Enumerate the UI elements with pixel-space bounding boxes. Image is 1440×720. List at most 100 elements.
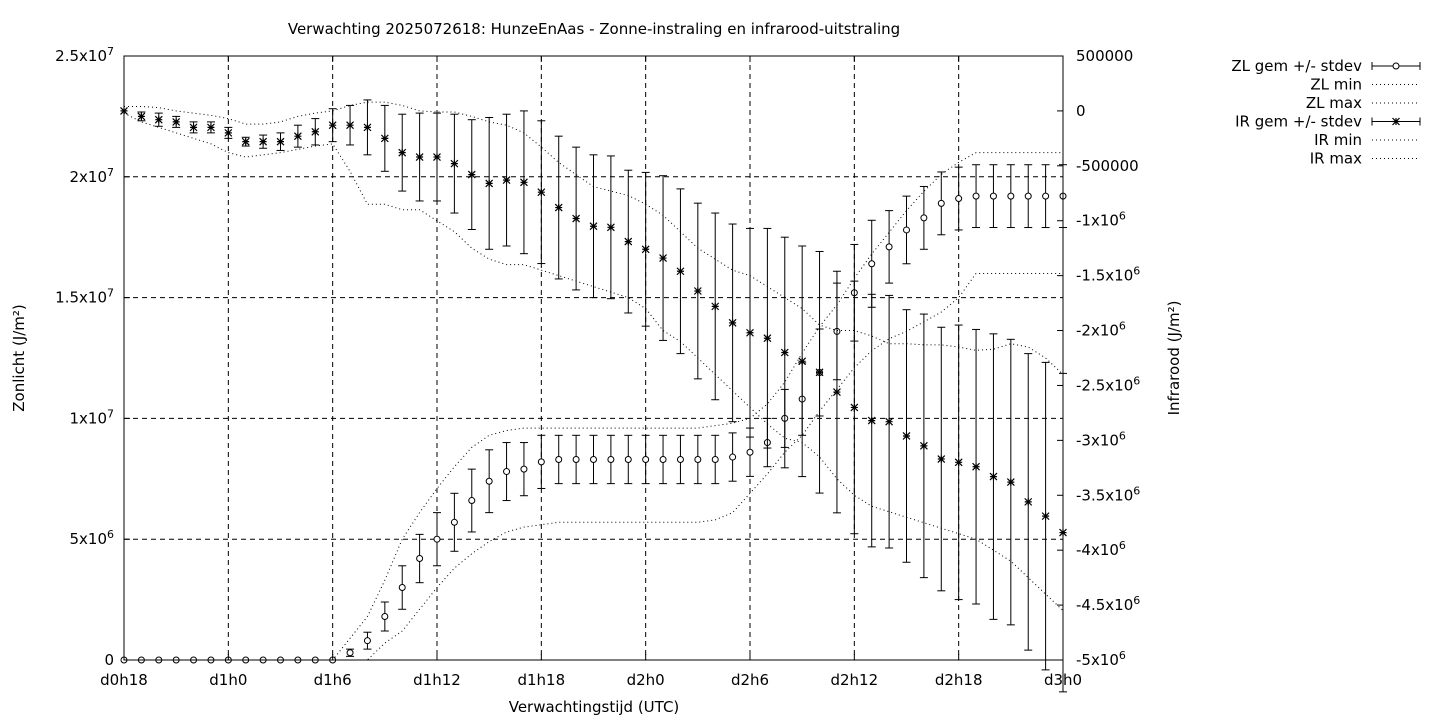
star-marker	[624, 237, 633, 246]
star-marker	[537, 188, 546, 197]
circle-marker	[955, 195, 963, 203]
x-axis: d0h18 d1h0 d1h6 d1h12 d1h18 d2h0 d2h6 d2h12 d2h1…	[100, 56, 1082, 689]
circle-marker	[433, 535, 441, 543]
y-tick-label: 1.5x107	[55, 287, 114, 307]
circle-marker	[450, 518, 458, 526]
y2-tick-label: -1x106	[1076, 210, 1126, 230]
circle-marker	[346, 649, 354, 657]
star-marker	[311, 127, 320, 136]
star-marker	[606, 223, 615, 232]
star-marker	[259, 137, 268, 146]
x-tick-label: d2h18	[935, 671, 983, 689]
x-tick-label: d2h6	[731, 671, 769, 689]
circle-marker	[885, 243, 893, 251]
chart-title: Verwachting 2025072618: HunzeEnAas - Zon…	[288, 20, 900, 38]
star-marker	[885, 417, 894, 426]
x-axis-title: Verwachtingstijd (UTC)	[509, 698, 680, 716]
star-marker	[502, 176, 511, 185]
star-marker	[450, 159, 459, 168]
circle-marker	[607, 455, 615, 463]
legend-label: ZL gem +/- stdev	[1231, 57, 1362, 75]
star-marker	[833, 388, 841, 396]
legend-label: IR min	[1314, 131, 1362, 149]
star-marker	[1392, 117, 1400, 126]
y-tick-label: 5x106	[69, 528, 114, 548]
circle-marker	[729, 453, 737, 461]
y2-tick-label: -4.5x106	[1076, 594, 1140, 614]
star-marker	[867, 416, 876, 425]
y2-tick-label: 500000	[1076, 47, 1133, 65]
circle-marker	[1042, 192, 1050, 200]
star-marker	[485, 179, 494, 188]
star-marker	[728, 318, 737, 327]
circle-marker	[572, 455, 580, 463]
circle-marker	[416, 555, 424, 563]
series-line-4	[123, 112, 1064, 611]
legend-circle-marker	[1392, 62, 1400, 70]
grid-lines	[124, 56, 1064, 660]
y-tick-label: 0	[104, 651, 114, 669]
y-tick-label: 2x107	[69, 166, 114, 186]
star-marker	[919, 441, 928, 450]
circle-marker	[590, 455, 597, 463]
circle-marker	[555, 455, 563, 463]
star-marker	[676, 267, 685, 276]
star-marker	[746, 328, 754, 337]
x-tick-label: d1h0	[209, 671, 247, 689]
star-marker	[207, 123, 215, 132]
x-tick-label: d2h12	[830, 671, 878, 689]
y-tick-label: 1x107	[69, 407, 114, 427]
star-marker	[467, 170, 476, 179]
legend-label: IR gem +/- stdev	[1235, 113, 1362, 131]
circle-marker	[468, 497, 476, 505]
star-marker	[293, 132, 302, 141]
series-3	[120, 99, 1067, 693]
star-marker	[954, 458, 963, 467]
circle-marker	[920, 214, 928, 222]
star-marker	[380, 134, 389, 143]
legend-label: ZL min	[1310, 76, 1362, 94]
y2-tick-label: 0	[1076, 102, 1086, 120]
star-marker	[328, 121, 337, 130]
x-tick-label: d1h12	[413, 671, 461, 689]
circle-marker	[624, 455, 632, 463]
circle-marker	[694, 455, 702, 463]
series-layer	[120, 99, 1067, 693]
star-marker	[276, 137, 285, 146]
legend-label: IR max	[1310, 150, 1362, 168]
star-marker	[815, 368, 824, 377]
star-marker	[241, 137, 250, 146]
star-marker	[363, 123, 372, 132]
circle-marker	[503, 468, 511, 476]
circle-marker	[520, 465, 528, 473]
circle-marker	[1024, 192, 1032, 200]
y2-tick-label: -1.5x106	[1076, 265, 1140, 285]
y-axis-title: Zonlicht (J/m²)	[10, 304, 28, 412]
star-marker	[189, 123, 198, 132]
circle-marker	[937, 199, 945, 207]
star-marker	[989, 472, 998, 481]
circle-marker	[1007, 192, 1015, 200]
star-marker	[172, 117, 181, 126]
star-marker	[346, 121, 354, 130]
star-marker	[224, 128, 233, 137]
star-marker	[520, 178, 528, 187]
y-axis-right: 500000 0 -500000 -1x106 -1.5x106 -2x106 -2.5x1…	[1057, 47, 1140, 669]
series-line-5	[124, 101, 1064, 375]
star-marker	[711, 302, 720, 311]
star-marker	[641, 245, 650, 254]
star-marker	[398, 148, 407, 157]
star-marker	[1041, 512, 1050, 521]
y2-tick-label: -500000	[1076, 157, 1139, 175]
x-tick-label: d1h6	[314, 671, 352, 689]
star-marker	[763, 334, 772, 343]
star-marker	[137, 112, 146, 121]
circle-marker	[642, 455, 650, 463]
star-marker	[554, 203, 563, 212]
circle-marker	[711, 455, 719, 463]
circle-marker	[659, 455, 667, 463]
circle-marker	[537, 458, 545, 466]
circle-marker	[972, 192, 980, 200]
star-marker	[1006, 478, 1015, 487]
